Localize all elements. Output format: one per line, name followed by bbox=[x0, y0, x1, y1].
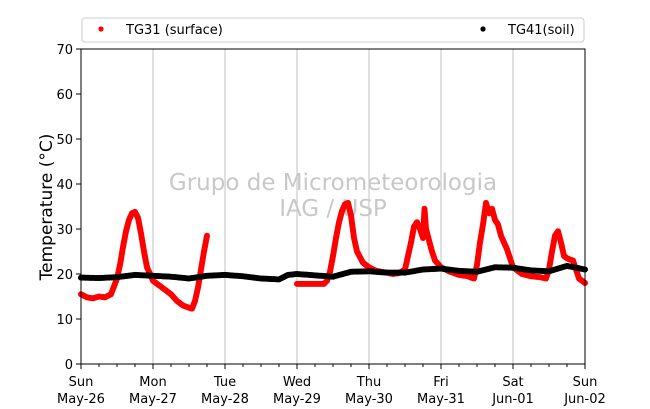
y-tick-label: 10 bbox=[56, 313, 73, 328]
x-tick-day: Sun bbox=[69, 375, 94, 390]
x-tick-date: May-29 bbox=[273, 392, 321, 407]
x-tick-date: Jun-02 bbox=[563, 392, 606, 407]
vertical-grid bbox=[152, 49, 514, 364]
y-tick-label: 0 bbox=[65, 358, 73, 373]
series-tg41 bbox=[78, 262, 588, 283]
y-axis: 0 10 20 30 40 50 60 70 bbox=[56, 43, 81, 373]
x-tick-day: Tue bbox=[213, 375, 236, 390]
x-tick-date: May-30 bbox=[345, 392, 393, 407]
series-tg31 bbox=[78, 199, 588, 312]
x-tick-day: Wed bbox=[283, 375, 311, 390]
y-axis-title: Temperature (°C) bbox=[37, 134, 57, 282]
y-tick-label: 20 bbox=[56, 268, 73, 283]
watermark-line-1: Grupo de Micrometeorologia bbox=[169, 170, 497, 196]
x-tick-date: May-28 bbox=[201, 392, 249, 407]
legend-box bbox=[81, 17, 585, 43]
watermark-line-2: IAG / USP bbox=[279, 196, 387, 222]
legend-label-tg31: TG31 (surface) bbox=[125, 23, 223, 38]
x-tick-day: Sun bbox=[573, 375, 598, 390]
y-tick-label: 50 bbox=[56, 133, 73, 148]
x-tick-date: Jun-01 bbox=[491, 392, 534, 407]
y-tick-label: 30 bbox=[56, 223, 73, 238]
y-tick-label: 60 bbox=[56, 88, 73, 103]
x-tick-day: Sat bbox=[502, 375, 523, 390]
x-axis: Sun May-26 Mon May-27 Tue May-28 Wed May-29 Thu M… bbox=[57, 364, 606, 407]
watermark: Grupo de Micrometeorologia IAG / USP bbox=[169, 170, 497, 222]
x-tick-date: May-26 bbox=[57, 392, 105, 407]
legend: TG31 (surface) TG41(soil) bbox=[81, 17, 585, 43]
legend-marker-tg31 bbox=[98, 26, 104, 32]
y-tick-label: 40 bbox=[56, 178, 73, 193]
legend-marker-tg41 bbox=[480, 26, 486, 32]
x-tick-date: May-27 bbox=[129, 392, 177, 407]
x-tick-day: Thu bbox=[356, 375, 381, 390]
data-point bbox=[204, 232, 210, 239]
y-tick-label: 70 bbox=[56, 43, 73, 58]
x-tick-day: Fri bbox=[433, 375, 449, 390]
legend-label-tg41: TG41(soil) bbox=[507, 23, 575, 38]
x-tick-date: May-31 bbox=[417, 392, 465, 407]
x-tick-day: Mon bbox=[139, 375, 166, 390]
series-layer bbox=[78, 199, 588, 312]
